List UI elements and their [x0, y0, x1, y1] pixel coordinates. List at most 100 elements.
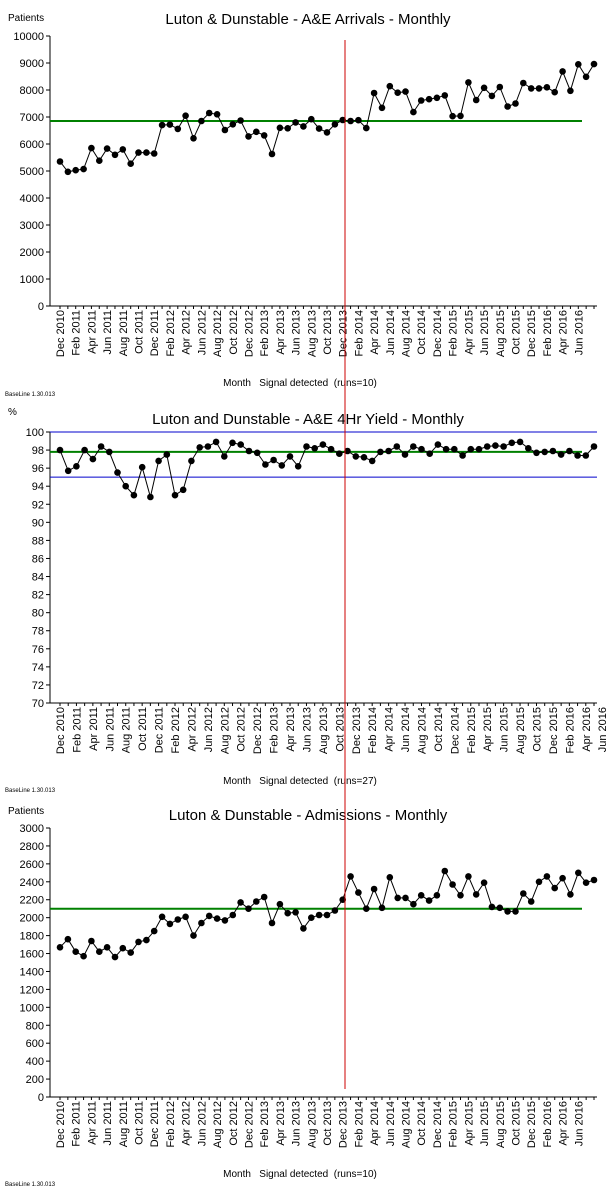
data-point — [103, 145, 111, 152]
y-tick-label: 1400 — [20, 966, 44, 978]
data-point — [114, 469, 121, 476]
x-tick-label: Apr 2011 — [86, 1101, 98, 1145]
data-point — [106, 448, 113, 456]
x-tick-label: Jun 2012 — [203, 707, 215, 752]
data-point — [56, 158, 64, 165]
data-point — [394, 894, 402, 902]
y-tick-label: 2000 — [20, 913, 44, 925]
x-tick-label: Aug 2012 — [219, 707, 231, 754]
data-point — [56, 446, 64, 454]
data-point — [385, 447, 392, 455]
data-point — [205, 912, 213, 920]
data-point — [315, 125, 323, 132]
x-tick-label: Dec 2011 — [149, 310, 161, 356]
y-tick-label: 6000 — [20, 139, 44, 151]
data-point — [543, 84, 551, 91]
data-point — [355, 116, 362, 124]
x-tick-label: Oct 2011 — [137, 707, 149, 751]
data-point — [96, 157, 103, 164]
data-point — [182, 913, 189, 921]
data-point — [253, 449, 261, 457]
data-point — [449, 112, 456, 120]
x-tick-label: Dec 2010 — [55, 1101, 67, 1148]
x-tick-label: Jun 2013 — [291, 310, 303, 355]
data-point — [582, 452, 590, 459]
data-point — [590, 443, 598, 450]
data-point — [472, 891, 480, 898]
data-point — [512, 908, 519, 915]
data-point — [488, 903, 496, 911]
y-tick-label: 3000 — [20, 220, 44, 232]
data-point — [339, 116, 347, 124]
x-tick-label: Apr 2013 — [285, 707, 297, 752]
x-tick-label: Dec 2010 — [55, 707, 67, 754]
data-point — [475, 445, 483, 453]
x-tick-label: Oct 2013 — [334, 707, 346, 752]
data-point — [459, 452, 466, 459]
y-tick-label: 100 — [26, 427, 44, 439]
data-point — [425, 897, 433, 904]
data-point — [410, 900, 417, 908]
chart-3: Luton & Dunstable - Admissions - Monthly… — [5, 806, 598, 1188]
x-tick-label: Feb 2013 — [269, 707, 281, 753]
y-tick-label: 600 — [26, 1038, 44, 1050]
data-point — [488, 92, 496, 100]
x-tick-label: Feb 2014 — [353, 310, 365, 356]
x-tick-label: Apr 2011 — [88, 707, 100, 751]
data-point — [308, 914, 315, 921]
y-tick-label: 800 — [26, 1020, 44, 1032]
x-tick-label: Feb 2016 — [564, 707, 576, 753]
y-tick-label: 8000 — [20, 85, 44, 97]
data-point — [190, 932, 197, 939]
data-point — [245, 447, 253, 455]
x-tick-label: Jun 2011 — [104, 707, 116, 751]
data-point — [158, 121, 166, 129]
data-point — [64, 168, 72, 176]
data-point — [418, 445, 425, 453]
data-point — [352, 453, 360, 460]
x-tick-label: Jun 2016 — [597, 707, 609, 752]
chart-1: Luton & Dunstable - A&E Arrivals - Month… — [5, 11, 598, 398]
y-tick-label: 9000 — [20, 58, 44, 70]
data-point — [344, 447, 351, 455]
x-tick-label: Dec 2012 — [243, 1101, 255, 1148]
data-point — [449, 881, 456, 888]
x-axis-label: Month Signal detected (runs=10) — [223, 378, 377, 389]
data-point — [535, 85, 543, 92]
data-point — [590, 60, 598, 68]
data-point — [158, 913, 166, 921]
y-axis-label: % — [8, 407, 17, 418]
data-point — [360, 454, 368, 461]
data-point — [370, 885, 378, 893]
data-point — [425, 95, 433, 103]
data-point — [394, 89, 402, 96]
data-point — [347, 117, 354, 125]
data-point — [417, 892, 425, 899]
y-tick-label: 1000 — [20, 274, 44, 286]
data-point — [472, 96, 480, 104]
x-tick-label: Aug 2011 — [121, 707, 133, 753]
data-point — [143, 936, 150, 944]
x-tick-label: Jun 2012 — [196, 310, 208, 355]
data-point — [229, 439, 236, 447]
data-point — [198, 117, 205, 125]
x-tick-label: Apr 2014 — [369, 310, 381, 355]
x-tick-label: Apr 2015 — [463, 1101, 475, 1146]
data-point — [336, 450, 343, 458]
y-tick-label: 78 — [32, 626, 44, 638]
x-tick-label: Aug 2015 — [495, 310, 507, 357]
data-point — [260, 132, 268, 139]
data-point — [402, 894, 409, 902]
x-tick-label: Dec 2015 — [548, 707, 560, 754]
data-point — [410, 443, 417, 450]
x-tick-label: Jun 2015 — [499, 707, 511, 752]
data-point — [119, 944, 127, 952]
data-point — [119, 146, 127, 153]
data-point — [467, 445, 475, 453]
data-point — [433, 892, 441, 899]
x-tick-label: Oct 2014 — [416, 310, 428, 355]
data-point — [122, 482, 129, 490]
data-point — [567, 891, 574, 898]
data-point — [442, 445, 450, 453]
data-point — [541, 448, 548, 456]
